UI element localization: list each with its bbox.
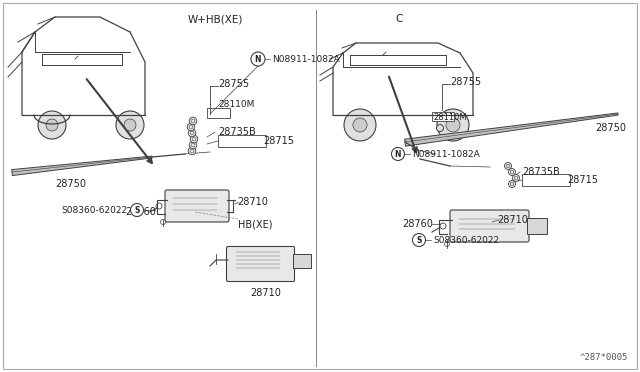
FancyBboxPatch shape bbox=[207, 108, 230, 118]
Circle shape bbox=[509, 180, 515, 187]
Text: N: N bbox=[255, 55, 261, 64]
Text: S08360-62022: S08360-62022 bbox=[433, 235, 499, 244]
Text: S08360-62022: S08360-62022 bbox=[61, 205, 127, 215]
Text: N08911-1082A: N08911-1082A bbox=[412, 150, 480, 158]
Bar bbox=[522, 174, 570, 186]
Polygon shape bbox=[404, 113, 618, 146]
Circle shape bbox=[124, 119, 136, 131]
FancyBboxPatch shape bbox=[227, 247, 294, 282]
FancyBboxPatch shape bbox=[165, 190, 229, 222]
Circle shape bbox=[446, 118, 460, 132]
Text: N: N bbox=[395, 150, 401, 158]
Circle shape bbox=[189, 141, 197, 149]
Circle shape bbox=[392, 148, 404, 160]
Circle shape bbox=[161, 219, 166, 224]
Circle shape bbox=[251, 52, 265, 66]
Circle shape bbox=[187, 123, 195, 131]
Text: 28710: 28710 bbox=[237, 197, 268, 207]
Text: 28110M: 28110M bbox=[433, 112, 467, 122]
Text: 28750: 28750 bbox=[55, 179, 86, 189]
Circle shape bbox=[436, 125, 444, 131]
Text: ^287*0005: ^287*0005 bbox=[580, 353, 628, 362]
Circle shape bbox=[509, 169, 515, 176]
Bar bbox=[293, 254, 311, 268]
Circle shape bbox=[413, 234, 426, 247]
Bar bbox=[218, 135, 266, 147]
Circle shape bbox=[353, 118, 367, 132]
Circle shape bbox=[190, 135, 198, 143]
Circle shape bbox=[46, 119, 58, 131]
Text: 28760: 28760 bbox=[402, 219, 433, 229]
Circle shape bbox=[131, 203, 143, 217]
Text: 28715: 28715 bbox=[263, 136, 294, 146]
Text: 28755: 28755 bbox=[450, 77, 481, 87]
Text: N08911-1082A: N08911-1082A bbox=[272, 55, 340, 64]
Text: 28710: 28710 bbox=[497, 215, 528, 225]
Polygon shape bbox=[12, 156, 152, 176]
Text: 28760: 28760 bbox=[125, 207, 156, 217]
Text: 28715: 28715 bbox=[567, 175, 598, 185]
Text: S: S bbox=[416, 235, 422, 244]
Text: 28735B: 28735B bbox=[218, 127, 256, 137]
Text: W+HB(XE): W+HB(XE) bbox=[188, 14, 243, 24]
Circle shape bbox=[38, 111, 66, 139]
Circle shape bbox=[344, 109, 376, 141]
Text: HB(XE): HB(XE) bbox=[238, 219, 273, 229]
Bar bbox=[432, 112, 454, 121]
Text: 28735B: 28735B bbox=[522, 167, 560, 177]
Text: 28755: 28755 bbox=[218, 79, 249, 89]
Circle shape bbox=[513, 174, 520, 182]
Circle shape bbox=[116, 111, 144, 139]
Bar bbox=[527, 218, 547, 234]
Circle shape bbox=[188, 147, 196, 155]
Text: 28710: 28710 bbox=[250, 288, 281, 298]
Circle shape bbox=[156, 203, 162, 209]
Text: 28110M: 28110M bbox=[218, 99, 254, 109]
Circle shape bbox=[440, 223, 446, 229]
Circle shape bbox=[188, 129, 196, 137]
Text: C: C bbox=[395, 14, 403, 24]
Circle shape bbox=[437, 109, 469, 141]
Text: S: S bbox=[134, 205, 140, 215]
FancyBboxPatch shape bbox=[450, 210, 529, 242]
Circle shape bbox=[445, 241, 449, 247]
Circle shape bbox=[189, 117, 197, 125]
Text: 28750: 28750 bbox=[595, 123, 626, 133]
Circle shape bbox=[504, 163, 511, 170]
